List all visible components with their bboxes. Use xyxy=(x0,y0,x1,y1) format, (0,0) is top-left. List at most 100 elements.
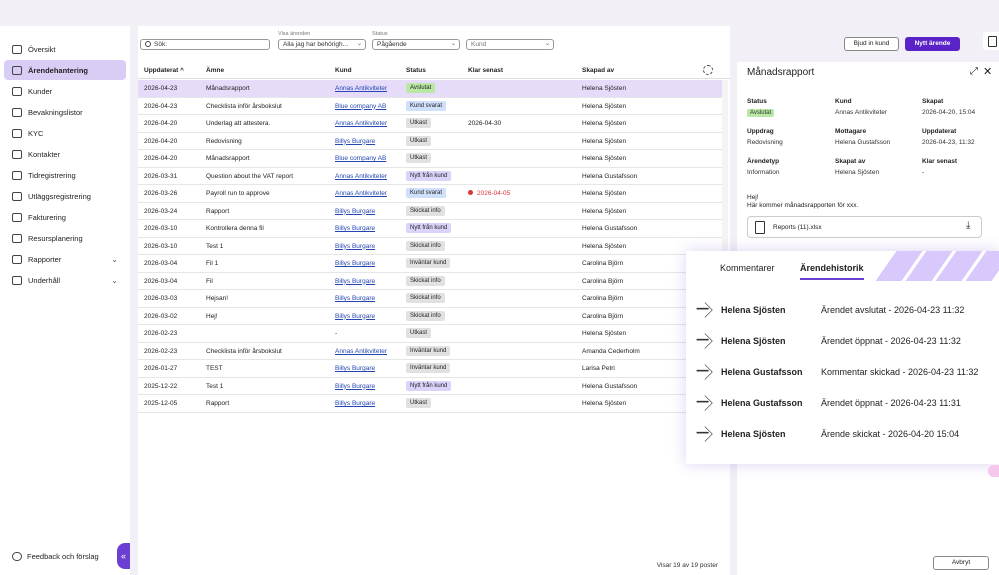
search-input[interactable]: Sök: xyxy=(140,39,270,50)
sidebar-item-2[interactable]: Kunder xyxy=(4,81,126,101)
chevron-down-icon[interactable]: ⌄ xyxy=(111,254,118,264)
field-label: Kund xyxy=(835,98,852,105)
row-subject: Checklista inför årsbokslut xyxy=(206,102,282,110)
row-date: 2026-03-31 xyxy=(144,172,178,180)
row-customer-link[interactable]: Annas Antikviteter xyxy=(335,120,388,127)
row-customer-link[interactable]: Billys Burgare xyxy=(335,400,376,407)
table-row[interactable]: 2026-03-10 Test 1 Billys Burgare Skickat in… xyxy=(138,238,722,255)
sidebar-item-7[interactable]: Utläggsregistrering xyxy=(4,186,126,206)
table-row[interactable]: 2026-04-20 Underlag att attestera. Annas A… xyxy=(138,115,722,133)
table-row[interactable]: 2026-04-20 Redovisning Billys Burgare Utkas… xyxy=(138,133,722,150)
document-icon[interactable] xyxy=(983,32,999,50)
col-customer[interactable]: Kund xyxy=(335,67,352,74)
sidebar-item-3[interactable]: Bevakningslistor xyxy=(4,102,126,122)
col-updated[interactable]: Uppdaterat ^ xyxy=(144,67,184,74)
status-badge: Nytt från kund xyxy=(406,380,452,391)
col-status[interactable]: Status xyxy=(406,67,426,74)
table-row[interactable]: 2026-02-23 Checklista inför årsbokslut Ann… xyxy=(138,343,722,360)
row-customer-link[interactable]: Billys Burgare xyxy=(335,312,376,320)
row-customer-link[interactable]: Billys Burgare xyxy=(335,365,376,372)
sidebar-item-4[interactable]: KYC xyxy=(4,123,126,143)
sidebar-item-5[interactable]: Kontakter xyxy=(4,144,126,164)
status-badge: Skickat info xyxy=(406,205,445,216)
table-row[interactable]: 2026-03-26 Payroll run to approve Annas An… xyxy=(138,185,722,203)
customer-select[interactable]: Kund ⌄ xyxy=(466,39,554,50)
sidebar-item-9[interactable]: Resursplanering xyxy=(4,228,126,248)
row-customer-link[interactable]: Billys Burgare xyxy=(335,242,376,250)
tab-comments[interactable]: Kommentarer xyxy=(720,263,775,273)
table-row[interactable]: 2026-04-23 Månadsrapport Annas Antikvitete… xyxy=(138,80,722,98)
field-2: Skapat 2026-04-20, 15:04 xyxy=(922,98,975,116)
row-customer-link[interactable]: Annas Antikviteter xyxy=(335,172,388,180)
table-row[interactable]: 2026-03-04 Fil 1 Billys Burgare Inväntar ku… xyxy=(138,255,722,273)
row-date: 2026-04-20 xyxy=(144,120,178,127)
table-row[interactable]: 2026-03-04 Fil Billys Burgare Skickat info C… xyxy=(138,273,722,290)
collapse-sidebar-button[interactable]: « xyxy=(117,543,130,569)
table-row[interactable]: 2025-12-22 Test 1 Billys Burgare Nytt från … xyxy=(138,378,722,395)
row-customer-link[interactable]: Billys Burgare xyxy=(335,137,376,145)
attachment[interactable]: Reports (11).xlsx ⤓ xyxy=(747,216,982,238)
status-badge: Kund svarat xyxy=(406,100,447,111)
sidebar-item-11[interactable]: Underhåll ⌄ xyxy=(4,270,126,290)
table-row[interactable]: 2026-03-24 Rapport Billys Burgare Skickat i… xyxy=(138,203,722,220)
download-icon[interactable]: ⤓ xyxy=(966,220,971,231)
assistant-icon[interactable] xyxy=(988,465,999,477)
row-customer-link[interactable]: Billys Burgare xyxy=(335,382,376,390)
row-customer-link[interactable]: Billys Burgare xyxy=(335,295,376,302)
status-select[interactable]: Pågående ⌄ xyxy=(372,39,460,50)
feedback-link[interactable]: Feedback och förslag xyxy=(12,552,99,561)
table-row[interactable]: 2026-01-27 TEST Billys Burgare Inväntar kun… xyxy=(138,360,722,378)
send-icon xyxy=(697,302,713,318)
row-customer-link[interactable]: Blue company AB xyxy=(335,102,387,110)
table-row[interactable]: 2026-03-31 Question about the VAT report A… xyxy=(138,168,722,185)
col-creator[interactable]: Skapad av xyxy=(582,67,615,74)
row-customer-link[interactable]: Billys Burgare xyxy=(335,225,376,232)
row-customer-link[interactable]: Billys Burgare xyxy=(335,260,376,267)
table-row[interactable]: 2025-12-05 Rapport Billys Burgare Utkast Hel… xyxy=(138,395,722,413)
col-subject[interactable]: Ämne xyxy=(206,67,225,74)
chevron-down-icon: ⌄ xyxy=(450,41,456,47)
chevron-down-icon[interactable]: ⌄ xyxy=(111,275,118,285)
table-row[interactable]: 2026-04-23 Checklista inför årsbokslut Blu… xyxy=(138,98,722,115)
row-date: 2026-04-20 xyxy=(144,155,178,162)
row-customer-link[interactable]: Annas Antikviteter xyxy=(335,190,388,197)
table-row[interactable]: 2026-03-10 Kontrollera denna fil Billys Bu… xyxy=(138,220,722,238)
row-date: 2026-02-23 xyxy=(144,330,178,337)
table-row[interactable]: 2026-02-23 - Utkast Helena Sjösten xyxy=(138,325,722,343)
sidebar-item-6[interactable]: Tidregistrering xyxy=(4,165,126,185)
field-6: Ärendetyp Information xyxy=(747,158,780,176)
sidebar-item-0[interactable]: Översikt xyxy=(4,39,126,59)
col-due[interactable]: Klar senast xyxy=(468,67,504,74)
row-customer-link[interactable]: Billys Burgare xyxy=(335,207,376,215)
sidebar-item-label: Rapporter xyxy=(28,254,62,264)
tab-history[interactable]: Ärendehistorik xyxy=(800,263,864,280)
row-creator: Helena Gustafsson xyxy=(582,225,638,232)
new-case-button[interactable]: Nytt ärende xyxy=(905,37,960,51)
row-date: 2026-03-26 xyxy=(144,190,178,197)
row-customer-link[interactable]: Blue company AB xyxy=(335,155,387,162)
scrollbar[interactable] xyxy=(722,80,728,410)
visa-select[interactable]: Alla jag har behörigh... ⌄ xyxy=(278,39,366,50)
sidebar-item-10[interactable]: Rapporter ⌄ xyxy=(4,249,126,269)
sidebar-item-8[interactable]: Fakturering xyxy=(4,207,126,227)
row-customer-link[interactable]: Annas Antikviteter xyxy=(335,85,388,92)
row-date: 2026-03-10 xyxy=(144,242,178,250)
sidebar-item-1[interactable]: Ärendehantering xyxy=(4,60,126,80)
expand-icon[interactable]: ⤢ xyxy=(970,66,978,77)
status-label: Status xyxy=(372,31,388,37)
history-entry: Helena Gustafsson Ärendet öppnat - 2026-0… xyxy=(697,394,993,414)
users-icon xyxy=(12,86,22,96)
row-creator: Carolina Björn xyxy=(582,295,624,302)
table-row[interactable]: 2026-03-02 Hej! Billys Burgare Skickat info… xyxy=(138,308,722,325)
row-customer-link[interactable]: Annas Antikviteter xyxy=(335,347,388,355)
close-icon[interactable]: ✕ xyxy=(983,66,993,78)
invite-customer-button[interactable]: Bjud in kund xyxy=(844,37,899,51)
row-customer-link[interactable]: Billys Burgare xyxy=(335,277,376,285)
gear-icon[interactable] xyxy=(703,65,713,75)
settings-icon xyxy=(12,275,22,285)
table-row[interactable]: 2026-04-20 Månadsrapport Blue company AB Ut… xyxy=(138,150,722,168)
file-icon xyxy=(755,221,765,234)
clock-icon xyxy=(12,170,22,180)
cancel-button[interactable]: Avbryt xyxy=(933,556,989,570)
table-row[interactable]: 2026-03-03 Hejsan! Billys Burgare Skickat i… xyxy=(138,290,722,308)
